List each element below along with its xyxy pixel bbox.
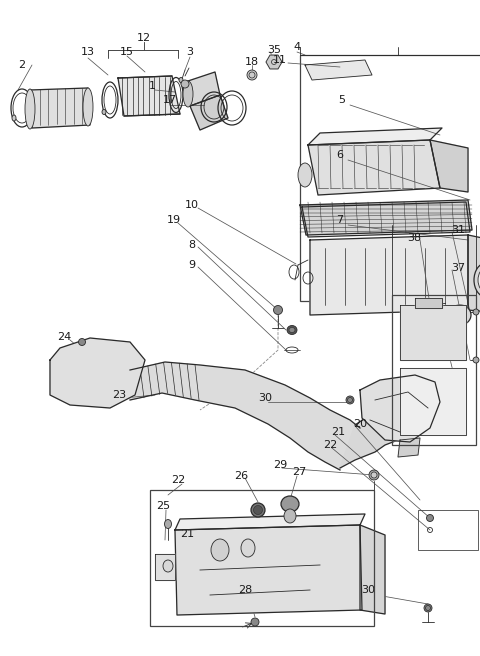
Bar xyxy=(392,295,476,445)
Text: 19: 19 xyxy=(167,215,181,225)
Text: 10: 10 xyxy=(185,200,199,210)
Polygon shape xyxy=(430,140,468,192)
Text: 28: 28 xyxy=(238,585,252,595)
Polygon shape xyxy=(175,514,365,530)
Ellipse shape xyxy=(287,325,297,335)
Text: 7: 7 xyxy=(336,215,344,225)
Ellipse shape xyxy=(346,396,354,404)
Text: 11: 11 xyxy=(273,55,287,65)
Ellipse shape xyxy=(478,268,480,292)
Text: 37: 37 xyxy=(451,263,465,273)
Polygon shape xyxy=(305,60,372,80)
Ellipse shape xyxy=(473,357,479,363)
Text: 31: 31 xyxy=(451,225,465,235)
Polygon shape xyxy=(400,305,466,360)
Text: 21: 21 xyxy=(331,427,345,437)
Text: 5: 5 xyxy=(338,95,346,105)
Text: 3: 3 xyxy=(187,47,193,57)
Polygon shape xyxy=(308,140,440,195)
Ellipse shape xyxy=(102,110,106,115)
Ellipse shape xyxy=(284,509,296,523)
Ellipse shape xyxy=(247,70,257,80)
Text: 8: 8 xyxy=(189,240,195,250)
Polygon shape xyxy=(398,438,420,457)
Polygon shape xyxy=(30,88,90,128)
Ellipse shape xyxy=(424,604,432,612)
Polygon shape xyxy=(118,76,180,116)
Text: 9: 9 xyxy=(189,260,195,270)
Text: 26: 26 xyxy=(234,471,248,481)
Polygon shape xyxy=(468,235,480,312)
Text: 24: 24 xyxy=(57,332,71,342)
Polygon shape xyxy=(185,72,220,106)
Ellipse shape xyxy=(25,89,35,129)
Polygon shape xyxy=(415,298,442,308)
Ellipse shape xyxy=(289,327,295,333)
Bar xyxy=(418,510,478,550)
Ellipse shape xyxy=(473,309,479,315)
Text: 18: 18 xyxy=(245,57,259,67)
Ellipse shape xyxy=(251,503,265,517)
Text: 30: 30 xyxy=(361,585,375,595)
Text: 20: 20 xyxy=(353,419,367,429)
Polygon shape xyxy=(50,338,145,408)
Ellipse shape xyxy=(474,263,480,297)
Ellipse shape xyxy=(369,470,379,480)
Ellipse shape xyxy=(253,506,263,514)
Text: 35: 35 xyxy=(267,45,281,55)
Bar xyxy=(150,490,374,626)
Bar xyxy=(300,55,480,301)
Ellipse shape xyxy=(274,306,283,314)
Text: 12: 12 xyxy=(137,33,151,43)
Text: 6: 6 xyxy=(336,150,344,160)
Polygon shape xyxy=(308,128,442,145)
Text: 30: 30 xyxy=(258,393,272,403)
Text: 23: 23 xyxy=(112,390,126,400)
Ellipse shape xyxy=(12,115,16,121)
Ellipse shape xyxy=(79,338,85,346)
Text: 29: 29 xyxy=(273,460,287,470)
Text: 4: 4 xyxy=(293,42,300,52)
Text: 27: 27 xyxy=(292,467,306,477)
Polygon shape xyxy=(360,525,385,614)
Text: 22: 22 xyxy=(323,440,337,450)
Text: 36: 36 xyxy=(433,303,447,313)
Ellipse shape xyxy=(241,539,255,557)
Text: 38: 38 xyxy=(407,233,421,243)
Text: 22: 22 xyxy=(171,475,185,485)
Polygon shape xyxy=(360,375,440,442)
Polygon shape xyxy=(300,200,472,235)
Text: 21: 21 xyxy=(180,529,194,539)
Ellipse shape xyxy=(449,305,471,325)
Polygon shape xyxy=(310,235,468,315)
Ellipse shape xyxy=(371,472,377,478)
Polygon shape xyxy=(266,55,282,69)
Text: 25: 25 xyxy=(156,501,170,511)
Ellipse shape xyxy=(298,163,312,187)
Ellipse shape xyxy=(183,81,193,107)
Polygon shape xyxy=(155,554,175,580)
Ellipse shape xyxy=(427,514,433,522)
Ellipse shape xyxy=(165,520,171,529)
Ellipse shape xyxy=(181,80,189,88)
Text: 17: 17 xyxy=(163,95,177,105)
Text: 1: 1 xyxy=(148,81,156,91)
Ellipse shape xyxy=(83,88,93,126)
Text: 2: 2 xyxy=(18,60,25,70)
Ellipse shape xyxy=(163,560,173,572)
Ellipse shape xyxy=(211,539,229,561)
Polygon shape xyxy=(400,368,466,435)
Text: 13: 13 xyxy=(81,47,95,57)
Ellipse shape xyxy=(281,496,299,512)
Polygon shape xyxy=(190,95,228,130)
Polygon shape xyxy=(340,395,410,468)
Ellipse shape xyxy=(179,77,183,83)
Polygon shape xyxy=(130,362,360,470)
Polygon shape xyxy=(175,525,362,615)
Text: 15: 15 xyxy=(120,47,134,57)
Ellipse shape xyxy=(251,618,259,626)
